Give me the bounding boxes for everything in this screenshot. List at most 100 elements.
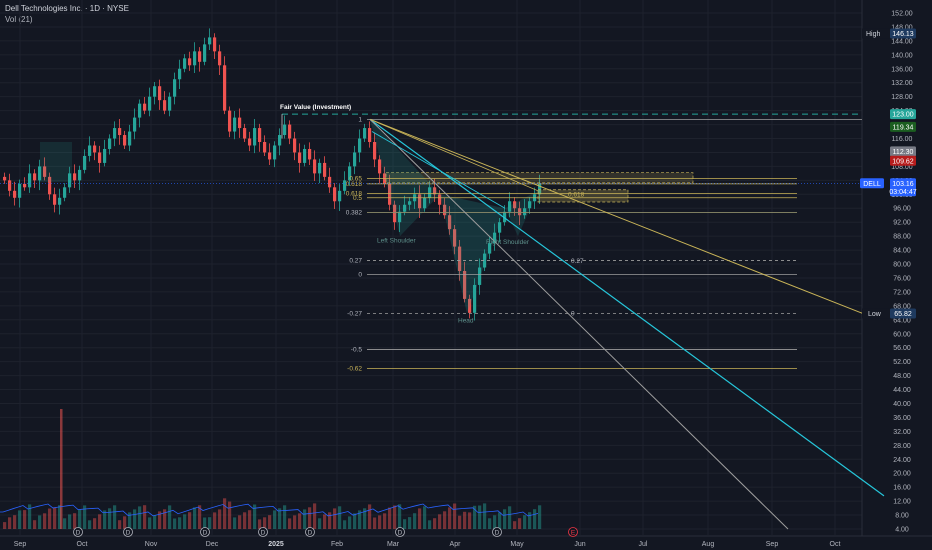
volume-bar <box>123 516 127 529</box>
volume-bar <box>133 509 137 529</box>
left-shoulder-label: Left Shoulder <box>377 237 417 244</box>
candle-body <box>88 145 92 156</box>
volume-bar <box>253 504 257 529</box>
dividend-marker <box>305 527 315 537</box>
candle-body <box>393 204 397 223</box>
symbol-tag-bg <box>860 178 884 189</box>
trend-line <box>369 118 885 497</box>
volume-bar <box>438 514 442 529</box>
candle-body <box>93 145 97 153</box>
volume-bar <box>128 512 132 529</box>
candle-body <box>463 271 467 299</box>
volume-bar <box>38 515 42 529</box>
x-tick-label: 2025 <box>268 541 284 548</box>
candle-body <box>238 117 242 129</box>
candle-body <box>258 128 262 142</box>
volume-bar <box>338 506 342 529</box>
event-marker-label: D <box>76 529 81 536</box>
candle-body <box>318 162 322 174</box>
candle-body <box>248 138 252 146</box>
y-tick-label: 128.00 <box>891 94 913 101</box>
event-marker-label: E <box>571 529 576 536</box>
fib-level-label: 0 <box>358 271 362 278</box>
volume-bar <box>318 518 322 529</box>
candle-body <box>443 204 447 216</box>
candle-body <box>53 194 57 205</box>
volume-bar <box>93 518 97 529</box>
candle-body <box>408 201 412 205</box>
symbol-tag: DELL <box>863 181 881 188</box>
volume-bar <box>518 518 522 529</box>
candle-body <box>513 201 517 209</box>
x-tick-label: May <box>510 541 524 548</box>
event-marker-label: D <box>398 529 403 536</box>
candle-body <box>338 190 342 202</box>
fib-right-label: 0.27 <box>571 258 584 265</box>
volume-bar <box>208 517 212 529</box>
y-tick-label: 140.00 <box>891 52 913 59</box>
candle-body <box>168 96 172 111</box>
volume-bar <box>60 409 63 529</box>
candle-body <box>438 194 442 205</box>
x-tick-label: Oct <box>830 541 841 548</box>
candle-body <box>193 51 197 66</box>
volume-bar <box>243 512 247 529</box>
volume-bar <box>328 512 332 529</box>
candle-body <box>98 152 102 163</box>
volume-bar <box>428 520 432 529</box>
fib-level-label: 0.382 <box>346 209 363 216</box>
t2-tag: 112.30 <box>893 149 914 156</box>
candle-body <box>63 187 67 198</box>
y-tick-label: 60.00 <box>893 331 911 338</box>
volume-bar <box>233 517 237 529</box>
candle-body <box>208 37 212 45</box>
volume-bar <box>18 510 22 529</box>
price-axis[interactable]: 152.00 148.00 144.00 140.00 136.00 132.00 128.… <box>891 11 913 534</box>
x-tick-label: Feb <box>331 541 343 548</box>
candle-body <box>18 183 22 198</box>
fib-level-label: -0.27 <box>347 311 362 318</box>
y-tick-label: 12.00 <box>893 499 911 506</box>
volume-bar <box>333 508 337 529</box>
candle-body <box>328 176 332 188</box>
volume-bar <box>113 505 117 529</box>
volume-bar <box>163 509 167 529</box>
candle-body <box>188 58 192 66</box>
dividend-marker <box>492 527 502 537</box>
volume-bar <box>98 514 102 529</box>
candle-body <box>378 159 382 174</box>
countdown: 03:04:47 <box>889 189 916 196</box>
candle-body <box>113 128 117 139</box>
volume-bar <box>73 513 77 529</box>
volume-bar <box>153 515 157 529</box>
y-tick-label: 48.00 <box>893 373 911 380</box>
high-label: High <box>866 31 881 38</box>
x-tick-label: Jun <box>574 541 585 548</box>
volume-bar <box>498 512 502 529</box>
time-axis[interactable]: Sep Oct Nov Dec 2025 Feb Mar Apr May Jun Jul Aug Sep… <box>14 541 841 548</box>
last-price: 103.16 <box>892 181 914 188</box>
candle-body <box>68 173 72 188</box>
candle-body <box>173 79 177 97</box>
volume-bar <box>448 507 452 529</box>
y-tick-label: 16.00 <box>893 485 911 492</box>
candle-body <box>183 58 187 69</box>
volume-bar <box>313 503 317 529</box>
y-tick-label: 56.00 <box>893 345 911 352</box>
volume-bar <box>513 521 517 529</box>
volume-ma-line <box>0 503 539 517</box>
volume-bar <box>168 505 172 529</box>
y-tick-label: 136.00 <box>891 66 913 73</box>
candle-body <box>428 187 432 198</box>
event-marker-label: D <box>203 529 208 536</box>
event-marker-label: D <box>126 529 131 536</box>
candle-body <box>358 138 362 153</box>
volume-bar <box>288 518 292 529</box>
volume-bar <box>458 515 462 529</box>
volume-bar <box>363 508 367 529</box>
high-value: 146.13 <box>892 31 914 38</box>
fib-right-label: 0 <box>571 311 575 318</box>
volume-bar <box>83 505 87 529</box>
volume-bar <box>183 514 187 529</box>
